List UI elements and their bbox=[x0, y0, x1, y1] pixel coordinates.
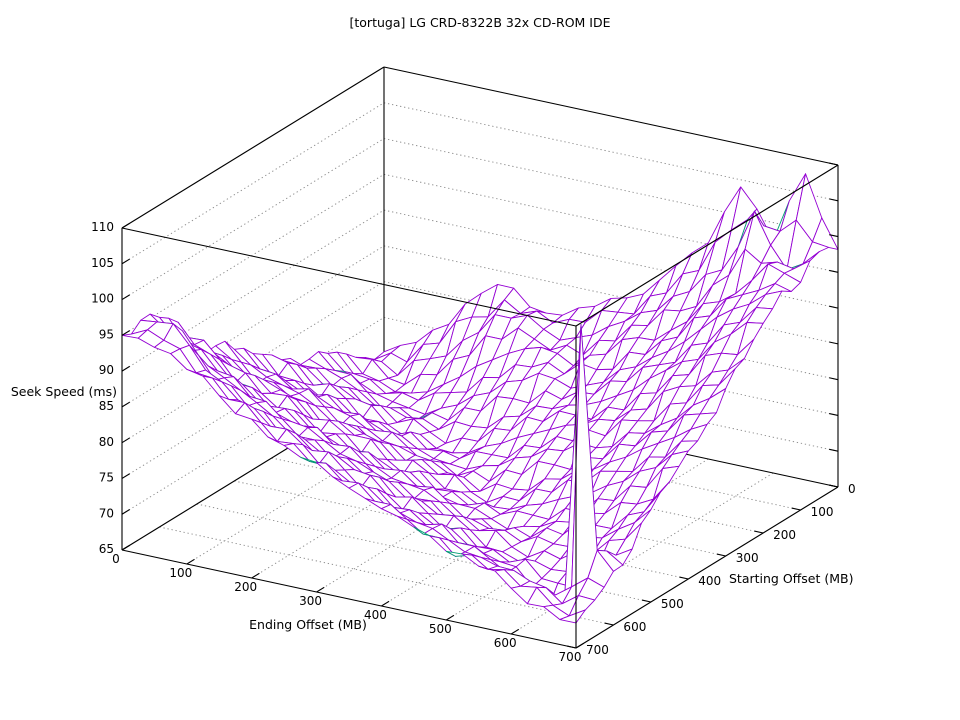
y-axis-label: Starting Offset (MB) bbox=[729, 571, 854, 586]
chart-title: [tortuga] LG CRD-8322B 32x CD-ROM IDE bbox=[349, 15, 611, 30]
x-axis-label: Ending Offset (MB) bbox=[249, 617, 367, 632]
z-axis-label: Seek Speed (ms) bbox=[10, 384, 117, 399]
